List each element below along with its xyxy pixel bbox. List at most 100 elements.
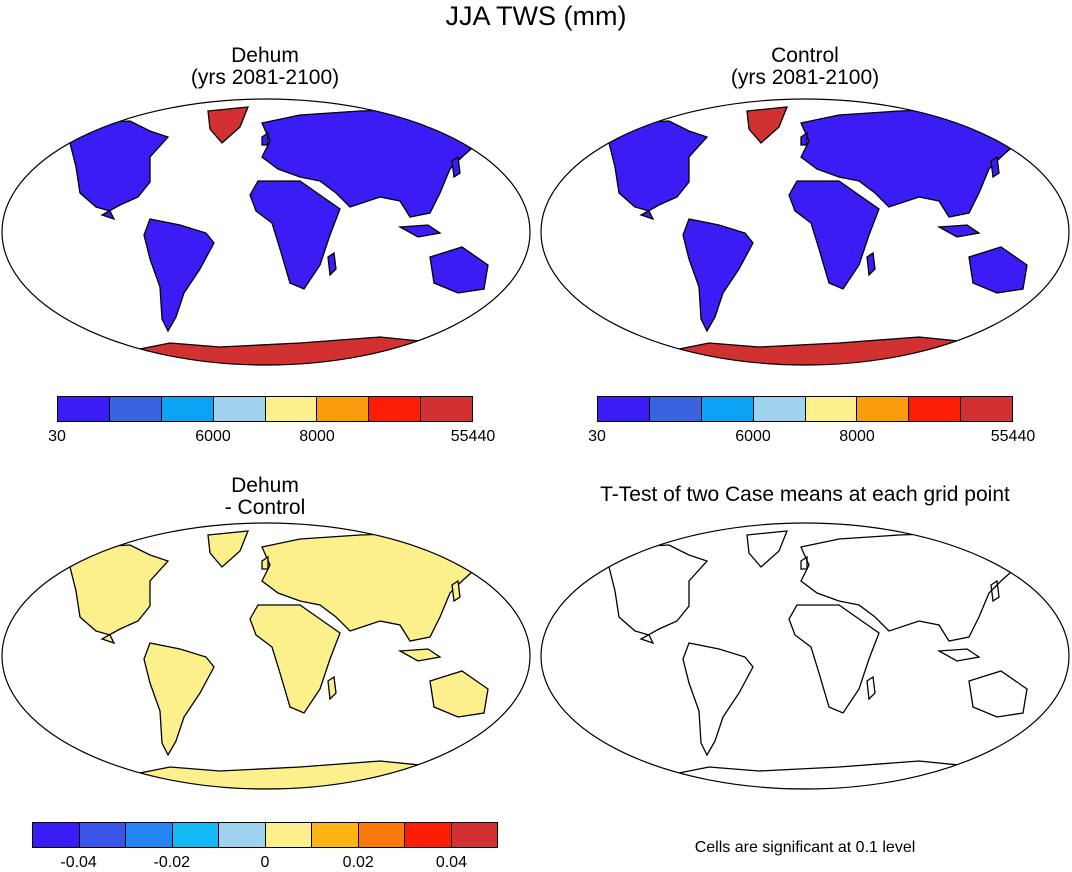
diff-colorbar-swatches — [32, 822, 498, 848]
landmass-greenland — [746, 530, 789, 568]
landmass-indonesia — [397, 648, 442, 662]
landmass-southAmerica — [143, 218, 215, 333]
colorbar-swatch — [805, 397, 858, 421]
landmass-antarctica — [647, 760, 981, 789]
colorbar-swatch — [598, 397, 650, 421]
colorbar-tick-label: 0.02 — [342, 854, 374, 871]
colorbar-tick-label: 8000 — [839, 428, 875, 445]
colorbar-swatch — [649, 397, 702, 421]
colorbar-tick-label: 30 — [588, 428, 606, 445]
diff-panel-title: Dehum - Control — [40, 475, 490, 519]
dehum-colorbar-swatches — [57, 396, 473, 422]
map-border — [1, 522, 531, 790]
ttest-title-line1: T-Test of two Case means at each grid po… — [600, 483, 1010, 506]
landmass-australia — [968, 670, 1028, 718]
landmass-northAmerica — [57, 120, 170, 221]
control-title-line1: Control — [771, 44, 839, 67]
map-border — [540, 522, 1070, 790]
landmass-britain — [261, 555, 269, 570]
landmass-japan — [451, 155, 461, 179]
landmass-britain — [800, 131, 808, 146]
landmass-northAmerica — [57, 544, 170, 645]
landmass-northAmerica — [596, 544, 709, 645]
dehum-map — [1, 98, 531, 366]
ttest-map — [540, 522, 1070, 790]
colorbar-tick-label: -0.02 — [153, 854, 191, 871]
landmass-japan — [451, 579, 461, 603]
colorbar-swatch — [701, 397, 754, 421]
colorbar-tick-label: 55440 — [450, 428, 496, 445]
landmass-australia — [429, 246, 489, 294]
landmass-britain — [800, 555, 808, 570]
colorbar-tick-label: 6000 — [195, 428, 231, 445]
colorbar-tick-label: 8000 — [299, 428, 335, 445]
diff-title-line1: Dehum — [231, 474, 299, 497]
landmass-madagascar — [866, 675, 876, 701]
landmass-greenland — [207, 530, 250, 568]
landmass-africa — [249, 604, 341, 714]
colorbar-swatch — [265, 397, 318, 421]
landmass-antarctica — [647, 336, 981, 365]
landmass-greenland — [746, 106, 789, 144]
significance-note: Cells are significant at 0.1 level — [694, 839, 916, 856]
ttest-panel-title: T-Test of two Case means at each grid po… — [540, 484, 1070, 506]
colorbar-swatch — [961, 397, 1012, 421]
map-border — [1, 98, 531, 366]
landmass-africa — [788, 604, 880, 714]
colorbar-swatch — [33, 823, 80, 847]
control-colorbar-ticks: 30 6000 8000 55440 — [588, 422, 1035, 445]
diff-colorbar: -0.04 -0.02 0 0.02 0.04 — [32, 822, 498, 871]
landmass-africa — [788, 180, 880, 290]
colorbar-swatch — [421, 397, 472, 421]
colorbar-tick-label: -0.04 — [60, 854, 97, 871]
colorbar-swatch — [451, 823, 497, 847]
colorbar-tick-label: 0.04 — [435, 854, 467, 871]
landmass-southAmerica — [143, 642, 215, 757]
landmass-northAmerica — [596, 120, 709, 221]
landmass-indonesia — [397, 224, 442, 238]
dehum-colorbar-ticks: 30 6000 8000 55440 — [48, 422, 495, 445]
landmass-australia — [968, 246, 1028, 294]
colorbar-swatch — [172, 823, 219, 847]
landmass-antarctica — [108, 336, 442, 365]
colorbar-swatch — [79, 823, 126, 847]
landmass-australia — [429, 670, 489, 718]
colorbar-swatch — [753, 397, 806, 421]
colorbar-swatch — [369, 397, 422, 421]
colorbar-swatch — [909, 397, 962, 421]
colorbar-swatch — [126, 823, 173, 847]
map-border — [540, 98, 1070, 366]
control-panel-title: Control (yrs 2081-2100) — [580, 45, 1030, 89]
landmass-indonesia — [936, 648, 981, 662]
landmass-japan — [990, 579, 1000, 603]
colorbar-tick-label: 0 — [260, 854, 270, 871]
landmass-southAmerica — [682, 642, 754, 757]
colorbar-swatch — [161, 397, 214, 421]
colorbar-tick-label: 6000 — [735, 428, 771, 445]
control-title-line2: (yrs 2081-2100) — [730, 66, 880, 89]
landmass-greenland — [207, 106, 250, 144]
control-colorbar-swatches — [597, 396, 1013, 422]
landmass-eurasia — [800, 532, 1042, 642]
dehum-colorbar: 30 6000 8000 55440 — [48, 396, 495, 445]
dehum-title-line2: (yrs 2081-2100) — [190, 66, 340, 89]
control-colorbar: 30 6000 8000 55440 — [588, 396, 1035, 445]
colorbar-tick-label: 55440 — [990, 428, 1036, 445]
colorbar-swatch — [213, 397, 266, 421]
colorbar-swatch — [58, 397, 110, 421]
landmass-southAmerica — [682, 218, 754, 333]
colorbar-swatch — [312, 823, 359, 847]
dehum-title-line1: Dehum — [231, 44, 299, 67]
colorbar-swatch — [857, 397, 910, 421]
diff-map — [1, 522, 531, 790]
colorbar-swatch — [109, 397, 162, 421]
diff-colorbar-ticks: -0.04 -0.02 0 0.02 0.04 — [32, 848, 498, 871]
landmass-japan — [990, 155, 1000, 179]
landmass-africa — [249, 180, 341, 290]
colorbar-swatch — [405, 823, 452, 847]
landmass-antarctica — [108, 760, 442, 789]
dehum-panel-title: Dehum (yrs 2081-2100) — [40, 45, 490, 89]
colorbar-tick-label: 30 — [48, 428, 66, 445]
landmass-madagascar — [866, 251, 876, 277]
landmass-indonesia — [936, 224, 981, 238]
